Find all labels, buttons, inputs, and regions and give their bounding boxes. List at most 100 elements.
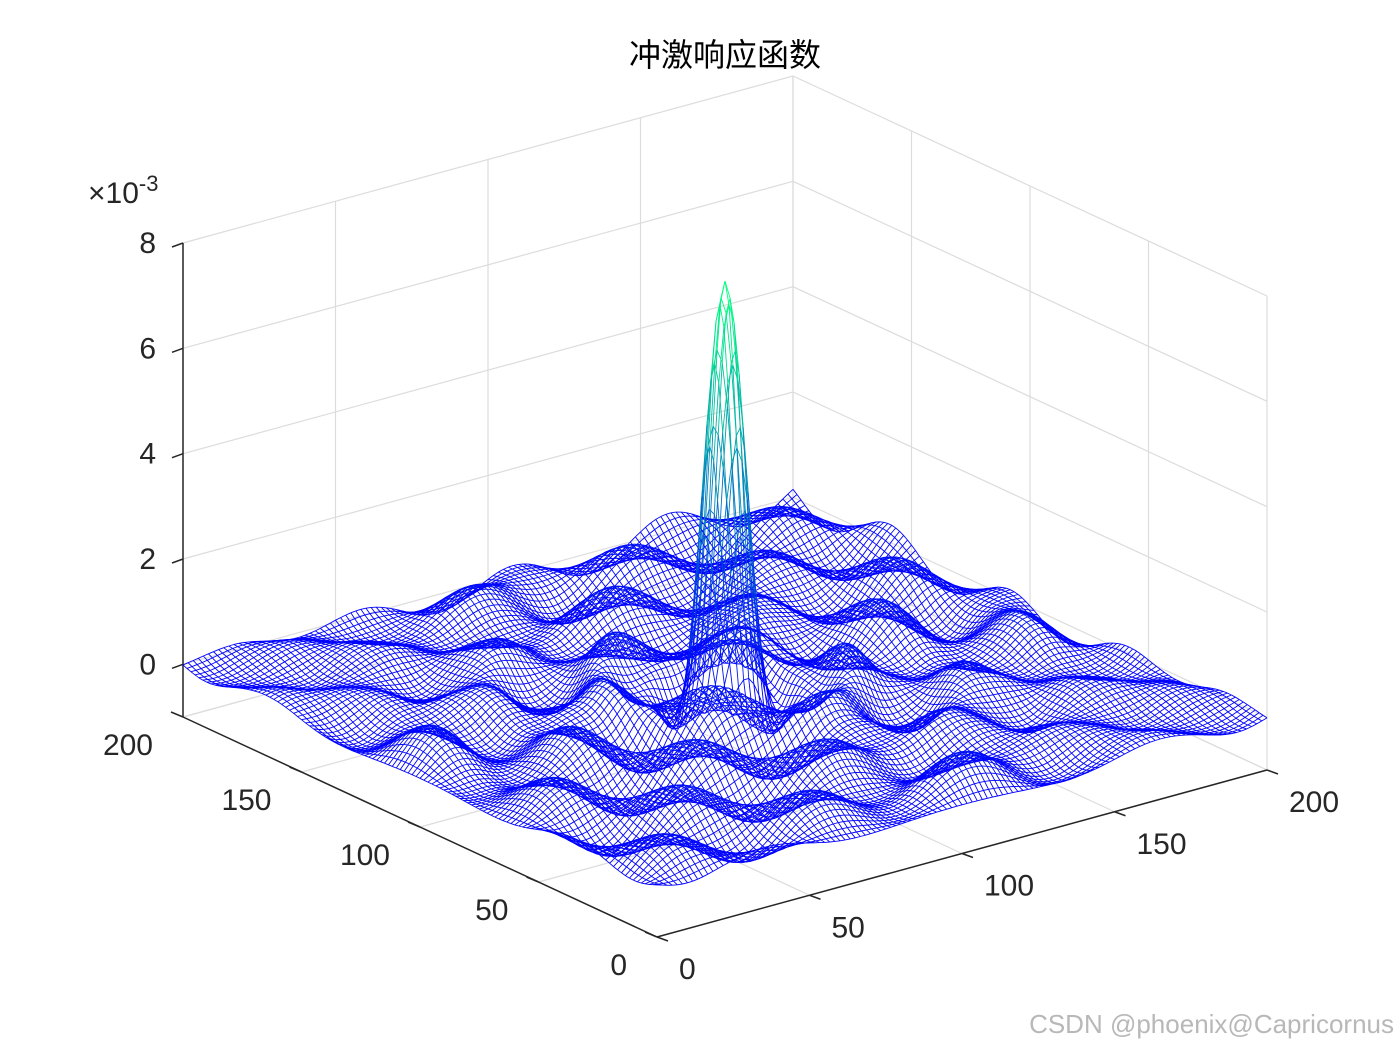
mesh-line-const-y <box>504 576 511 580</box>
mesh-line-const-y <box>549 643 556 648</box>
mesh-line-const-y <box>606 569 612 576</box>
mesh-line-const-y <box>556 632 562 638</box>
mesh-line-const-y <box>294 705 300 709</box>
mesh-line-const-y <box>829 592 836 599</box>
mesh-line-const-y <box>261 660 267 665</box>
mesh-line-const-y <box>335 617 341 621</box>
mesh-line-const-y <box>544 627 550 633</box>
mesh-line-const-y <box>653 563 660 567</box>
mesh-line-const-y <box>680 644 687 650</box>
mesh-line-const-y <box>545 664 552 667</box>
mesh-line-const-y <box>422 710 428 714</box>
mesh-line-const-y <box>671 545 677 549</box>
mesh-line-const-y <box>361 717 368 723</box>
mesh-line-const-y <box>393 712 400 717</box>
mesh-line-const-y <box>362 647 369 651</box>
mesh-line-const-y <box>340 737 346 740</box>
mesh-line-const-y <box>758 604 765 607</box>
mesh-line-const-y <box>779 508 786 512</box>
mesh-line-const-y <box>443 685 450 692</box>
mesh-line-const-y <box>800 604 806 607</box>
mesh-line-const-y <box>543 574 549 577</box>
mesh-line-const-y <box>796 599 802 602</box>
mesh-line-const-y <box>333 661 340 667</box>
mesh-line-const-y <box>209 667 216 671</box>
mesh-line-const-y <box>305 670 311 675</box>
mesh-line-const-y <box>611 563 618 570</box>
mesh-line-const-y <box>804 609 810 612</box>
mesh-line-const-y <box>570 626 576 633</box>
mesh-line-const-y <box>657 571 664 575</box>
mesh-line-const-y <box>826 553 832 558</box>
mesh-line-const-y <box>213 649 219 653</box>
mesh-line-const-y <box>325 622 331 627</box>
mesh-line-const-y <box>563 587 570 593</box>
mesh-line-const-y <box>426 617 433 623</box>
mesh-line-const-y <box>500 574 507 579</box>
mesh-line-const-y <box>216 658 222 663</box>
mesh-line-const-y <box>820 557 827 561</box>
mesh-line-const-y <box>820 593 826 599</box>
mesh-line-const-y <box>244 675 251 680</box>
mesh-line-const-y <box>348 713 355 719</box>
mesh-line-const-y <box>431 660 437 665</box>
gridline-z-sidewall <box>792 286 1268 508</box>
mesh-line-const-y <box>248 678 255 682</box>
mesh-line-const-y <box>512 581 518 583</box>
mesh-line-const-y <box>512 634 518 638</box>
mesh-line-const-y <box>346 644 352 648</box>
mesh-line-const-y <box>495 593 502 597</box>
mesh-line-const-y <box>824 562 831 567</box>
mesh-line-const-y <box>680 549 686 554</box>
mesh-line-const-y <box>505 620 511 623</box>
mesh-line-const-y <box>297 714 303 717</box>
mesh-line-const-y <box>549 666 556 670</box>
mesh-line-const-y <box>200 666 207 670</box>
mesh-line-const-y <box>392 616 399 619</box>
mesh-line-const-y <box>757 512 763 518</box>
mesh-line-const-y <box>366 679 372 682</box>
mesh-line-const-y <box>347 682 353 685</box>
mesh-line-const-y <box>503 566 509 570</box>
mesh-line-const-y <box>522 690 528 693</box>
mesh-line-const-y <box>809 608 815 611</box>
mesh-line-const-y <box>482 613 488 617</box>
mesh-line-const-y <box>262 654 268 659</box>
mesh-line-const-y <box>308 634 315 637</box>
mesh-line-const-y <box>378 615 385 618</box>
mesh-line-const-y <box>294 681 300 685</box>
mesh-line-const-y <box>479 672 486 677</box>
mesh-line-const-y <box>280 654 287 659</box>
mesh-line-const-y <box>366 692 372 695</box>
mesh-line-const-y <box>540 585 547 589</box>
mesh-line-const-y <box>787 524 793 529</box>
mesh-line-const-y <box>299 679 305 683</box>
mesh-line-const-y <box>273 671 279 675</box>
mesh-line-const-y <box>373 664 380 669</box>
mesh-line-const-y <box>823 537 829 542</box>
mesh-line-const-y <box>515 588 521 590</box>
surface-mesh <box>182 280 1268 886</box>
mesh-line-const-y <box>811 592 817 597</box>
mesh-line-const-y <box>326 637 333 639</box>
mesh-line-const-y <box>478 677 485 682</box>
mesh-line-const-y <box>463 607 470 612</box>
mesh-line-const-y <box>719 528 726 535</box>
gridline-z-backwall <box>182 75 794 244</box>
mesh-line-const-y <box>313 632 320 636</box>
mesh-line-const-y <box>326 650 333 655</box>
mesh-line-const-y <box>550 687 556 693</box>
mesh-line-const-y <box>860 583 867 592</box>
mesh-line-const-y <box>783 519 789 524</box>
mesh-line-const-y <box>780 537 787 543</box>
mesh-line-const-y <box>401 701 407 704</box>
mesh-line-const-y <box>671 575 678 579</box>
mesh-line-const-y <box>449 645 455 649</box>
mesh-line-const-y <box>423 610 430 616</box>
mesh-line-const-y <box>367 673 373 677</box>
mesh-line-const-y <box>620 564 627 571</box>
mesh-line-const-y <box>792 554 799 557</box>
mesh-line-const-y <box>324 644 330 648</box>
mesh-line-const-y <box>763 527 770 534</box>
mesh-line-const-y <box>406 716 413 720</box>
